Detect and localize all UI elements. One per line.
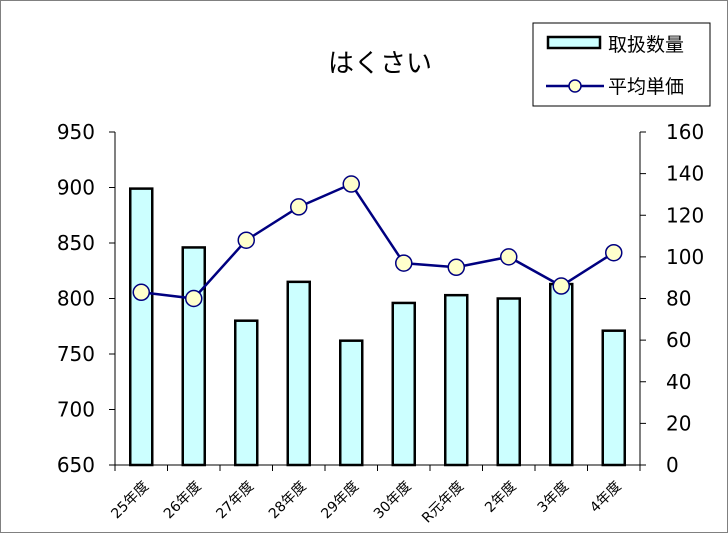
right-tick-label: 100	[666, 245, 704, 269]
left-tick-label: 750	[57, 342, 95, 366]
category-label: 3年度	[535, 479, 572, 516]
right-tick-label: 140	[666, 162, 704, 186]
bar	[496, 297, 521, 467]
line-marker	[447, 258, 465, 277]
bar	[601, 329, 626, 467]
line-marker	[500, 248, 518, 266]
category-label: 4年度	[587, 479, 624, 516]
bar	[391, 301, 416, 467]
left-tick-label: 700	[57, 398, 95, 422]
category-label: 25年度	[108, 479, 152, 523]
line-series	[132, 175, 623, 308]
bar	[549, 282, 574, 467]
right-tick-label: 0	[666, 453, 679, 477]
right-tick-label: 160	[666, 120, 704, 144]
line-marker	[605, 243, 623, 262]
right-tick-label: 80	[666, 287, 691, 311]
left-axis-ticks: 650 700 750 800 850 900 950	[57, 120, 115, 477]
category-label: 27年度	[213, 479, 257, 523]
left-tick-label: 900	[57, 176, 95, 200]
line-marker	[552, 277, 570, 295]
left-tick-label: 650	[57, 453, 95, 477]
line-marker	[342, 175, 360, 193]
legend-bar-swatch	[546, 35, 602, 50]
left-tick-label: 800	[57, 287, 95, 311]
category-label: 2年度	[482, 479, 519, 516]
legend-line-marker	[568, 79, 582, 93]
legend: 取扱数量 平均単価	[532, 22, 711, 107]
bar	[444, 293, 469, 467]
line-path	[141, 182, 615, 300]
bar	[286, 280, 311, 467]
bar-series	[129, 187, 626, 467]
right-tick-label: 40	[666, 370, 691, 394]
line-marker	[395, 254, 413, 272]
chart-title: はくさい	[328, 49, 432, 79]
line-marker	[185, 289, 203, 308]
right-tick-label: 60	[666, 328, 691, 352]
line-marker	[132, 283, 150, 302]
category-labels: 25年度 26年度 27年度 28年度 29年度 30年度 R元年度 2年度 3年度 4年度	[108, 479, 624, 527]
line-marker	[237, 231, 255, 249]
right-tick-label: 120	[666, 203, 704, 227]
legend-bar-label: 取扱数量	[608, 34, 684, 56]
bar	[234, 319, 259, 467]
category-label: R元年度	[419, 479, 467, 527]
bar	[181, 246, 206, 467]
legend-line-label: 平均単価	[608, 76, 684, 98]
right-tick-label: 20	[666, 411, 691, 435]
right-axis-ticks: 0 20 40 60 80 100 120 140 160	[640, 120, 704, 477]
left-tick-label: 850	[57, 231, 95, 255]
bar	[339, 339, 364, 467]
category-label: 30年度	[371, 479, 415, 523]
category-label: 28年度	[266, 479, 310, 523]
line-marker	[290, 198, 308, 216]
left-tick-label: 950	[57, 120, 95, 144]
category-label: 29年度	[318, 479, 362, 523]
category-label: 26年度	[161, 479, 205, 523]
bar	[129, 187, 154, 467]
